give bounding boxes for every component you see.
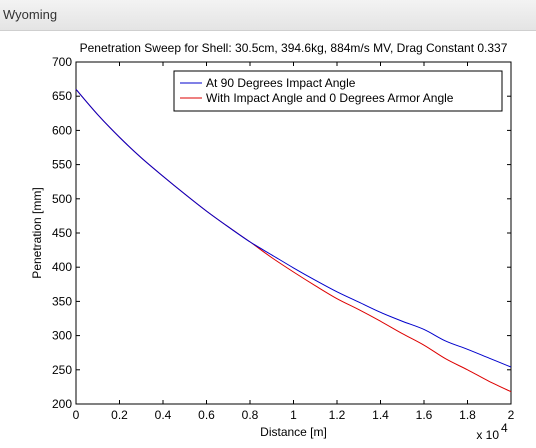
x-tick-label: 0.2 — [111, 408, 128, 422]
x-tick-label: 0.6 — [198, 408, 215, 422]
x-tick-label: 1.8 — [459, 408, 476, 422]
y-tick-label: 250 — [52, 363, 72, 377]
series-line-impact-90 — [75, 89, 512, 368]
x-tick-label: 1 — [290, 408, 297, 422]
y-tick-label: 550 — [52, 158, 72, 172]
legend-entry: At 90 Degrees Impact Angle — [206, 76, 356, 90]
y-tick-label: 400 — [52, 260, 72, 274]
legend-box — [173, 70, 503, 112]
x-tick-label: 1.2 — [329, 408, 346, 422]
plot-frame — [75, 61, 512, 405]
x-tick-label: 0.4 — [155, 408, 172, 422]
x-tick-label: 2 — [508, 408, 515, 422]
x-axis-multiplier: x 10 — [476, 428, 499, 442]
x-tick-label: 0.8 — [242, 408, 259, 422]
penetration-chart: Penetration Sweep for Shell: 30.5cm, 394… — [30, 41, 515, 442]
x-axis-multiplier-exponent: 4 — [501, 421, 508, 435]
y-tick-label: 200 — [52, 397, 72, 411]
y-tick-label: 350 — [52, 294, 72, 308]
window-tab[interactable]: Wyoming — [0, 0, 536, 31]
x-tick-label: 1.4 — [372, 408, 389, 422]
y-tick-label: 700 — [52, 55, 72, 69]
y-tick-label: 300 — [52, 329, 72, 343]
y-tick-label: 500 — [52, 192, 72, 206]
y-tick-label: 450 — [52, 226, 72, 240]
figure-area: Penetration Sweep for Shell: 30.5cm, 394… — [0, 31, 536, 448]
x-axis-label: Distance [m] — [260, 425, 327, 439]
x-tick-label: 1.6 — [416, 408, 433, 422]
legend-entry: With Impact Angle and 0 Degrees Armor An… — [206, 91, 454, 105]
chart-title: Penetration Sweep for Shell: 30.5cm, 394… — [80, 41, 508, 55]
series-line-armor-0 — [75, 89, 512, 393]
y-tick-label: 650 — [52, 89, 72, 103]
y-axis-label: Penetration [mm] — [30, 187, 44, 278]
x-tick-label: 0 — [73, 408, 80, 422]
window-title: Wyoming — [3, 7, 58, 22]
y-tick-label: 600 — [52, 123, 72, 137]
